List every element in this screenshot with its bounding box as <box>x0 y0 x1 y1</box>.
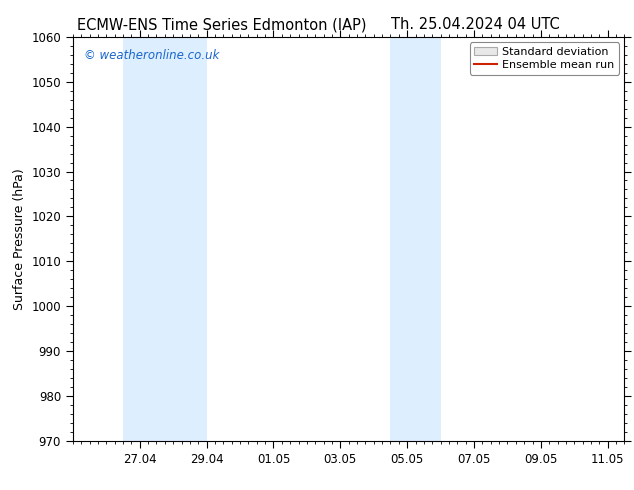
Text: Th. 25.04.2024 04 UTC: Th. 25.04.2024 04 UTC <box>391 17 560 32</box>
Bar <box>391 37 441 441</box>
Bar <box>123 37 207 441</box>
Text: © weatheronline.co.uk: © weatheronline.co.uk <box>84 49 219 62</box>
Text: ECMW-ENS Time Series Edmonton (IAP): ECMW-ENS Time Series Edmonton (IAP) <box>77 17 366 32</box>
Y-axis label: Surface Pressure (hPa): Surface Pressure (hPa) <box>13 168 26 310</box>
Legend: Standard deviation, Ensemble mean run: Standard deviation, Ensemble mean run <box>470 42 619 74</box>
